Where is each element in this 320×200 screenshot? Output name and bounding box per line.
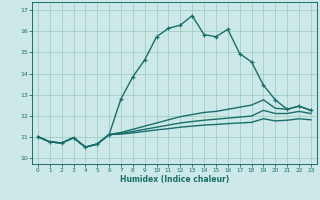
X-axis label: Humidex (Indice chaleur): Humidex (Indice chaleur) bbox=[120, 175, 229, 184]
